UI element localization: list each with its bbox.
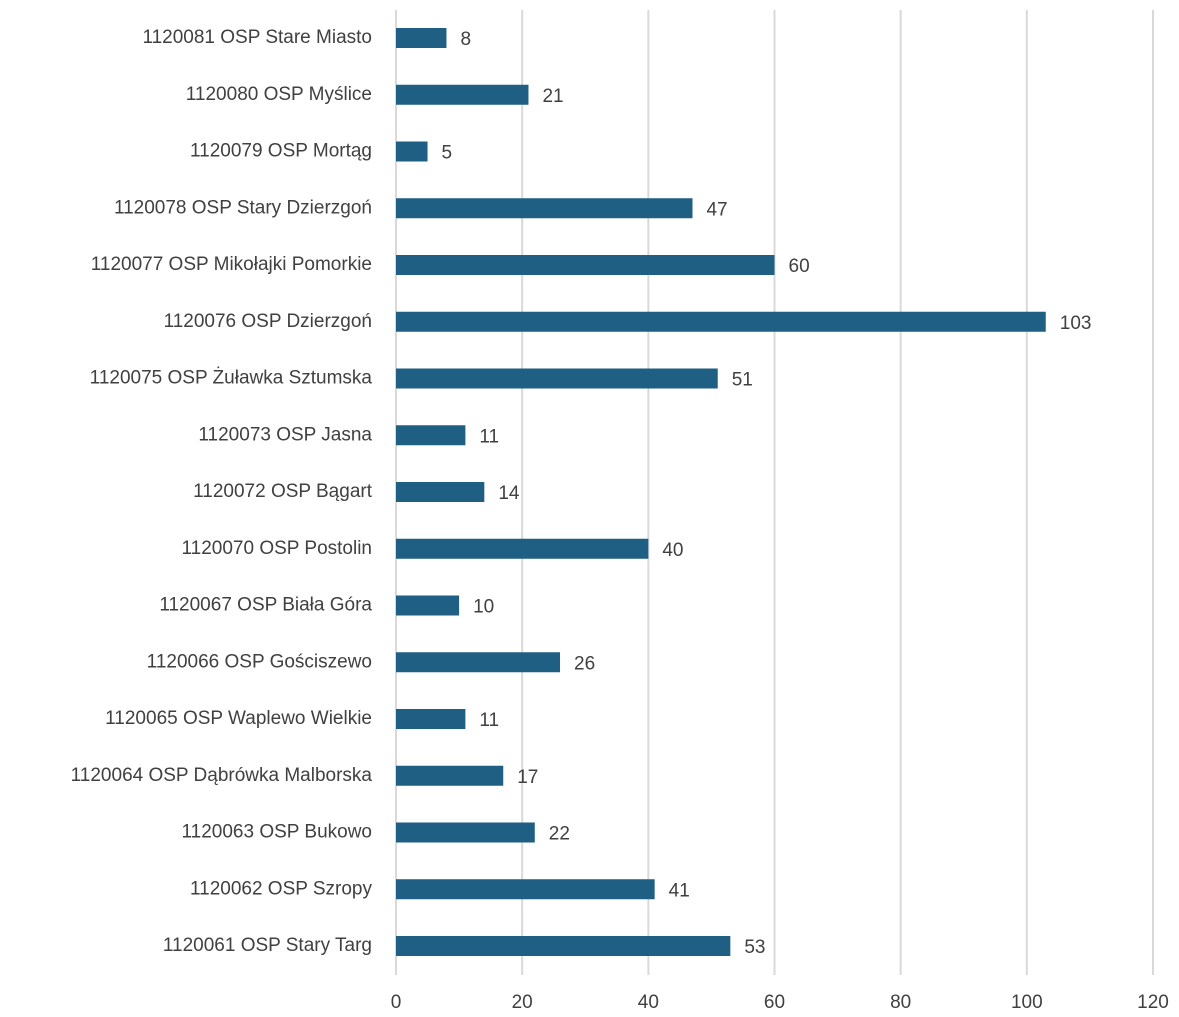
value-label: 22 <box>549 824 570 845</box>
bar <box>396 936 731 956</box>
bar <box>396 255 775 275</box>
value-label: 47 <box>706 199 727 220</box>
y-tick-label: 1120063 OSP Bukowo <box>182 822 373 843</box>
bar <box>396 822 535 843</box>
y-tick-label: 1120073 OSP Jasna <box>198 424 372 445</box>
x-tick-label: 120 <box>1137 992 1169 1013</box>
value-label: 11 <box>479 426 499 447</box>
bar <box>396 311 1046 332</box>
bar <box>396 595 460 616</box>
value-label: 8 <box>460 29 471 50</box>
value-label: 103 <box>1060 313 1092 334</box>
x-tick-label: 100 <box>1011 992 1043 1013</box>
x-tick-label: 40 <box>638 992 659 1013</box>
value-label: 60 <box>789 256 810 277</box>
bar <box>396 28 447 48</box>
y-tick-label: 1120076 OSP Dzierzgoń <box>164 311 372 332</box>
bar <box>396 879 655 900</box>
y-tick-label: 1120078 OSP Stary Dzierzgoń <box>114 197 372 218</box>
y-tick-label: 1120081 OSP Stare Miasto <box>142 27 372 48</box>
value-label: 51 <box>732 370 753 391</box>
x-tick-label: 20 <box>512 992 533 1013</box>
bar <box>396 198 693 219</box>
bar <box>396 538 649 559</box>
value-label: 5 <box>442 143 453 164</box>
value-label: 26 <box>574 653 595 674</box>
bar <box>396 482 485 502</box>
y-tick-label: 1120064 OSP Dąbrówka Malborska <box>71 765 373 786</box>
value-label: 40 <box>662 540 683 561</box>
y-tick-label: 1120079 OSP Mortąg <box>190 141 372 162</box>
bar <box>396 425 466 446</box>
bar <box>396 709 466 729</box>
x-tick-label: 80 <box>890 992 911 1013</box>
y-tick-label: 1120080 OSP Myślice <box>186 84 372 105</box>
y-tick-label: 1120070 OSP Postolin <box>182 538 373 559</box>
y-tick-label: 1120062 OSP Szropy <box>190 878 373 899</box>
y-tick-label: 1120075 OSP Żuławka Sztumska <box>90 368 373 389</box>
value-label: 10 <box>473 597 494 618</box>
y-tick-label: 1120065 OSP Waplewo Wielkie <box>105 708 372 729</box>
value-label: 14 <box>498 483 520 504</box>
y-tick-label: 1120066 OSP Gościszewo <box>147 651 372 672</box>
y-tick-label: 1120061 OSP Stary Targ <box>163 935 372 956</box>
value-label: 21 <box>542 86 563 107</box>
value-label: 17 <box>517 767 538 788</box>
bar <box>396 368 718 389</box>
x-tick-label: 60 <box>764 992 785 1013</box>
bar <box>396 765 504 786</box>
y-tick-label: 1120072 OSP Bągart <box>193 481 373 502</box>
bar <box>396 84 529 105</box>
value-label: 53 <box>744 937 765 958</box>
value-label: 11 <box>479 710 499 731</box>
bar <box>396 141 428 162</box>
y-tick-label: 1120067 OSP Biała Góra <box>159 595 372 616</box>
x-tick-label: 0 <box>391 992 402 1013</box>
value-label: 41 <box>669 880 690 901</box>
bar <box>396 652 561 673</box>
y-tick-label: 1120077 OSP Mikołajki Pomorkie <box>91 254 372 275</box>
